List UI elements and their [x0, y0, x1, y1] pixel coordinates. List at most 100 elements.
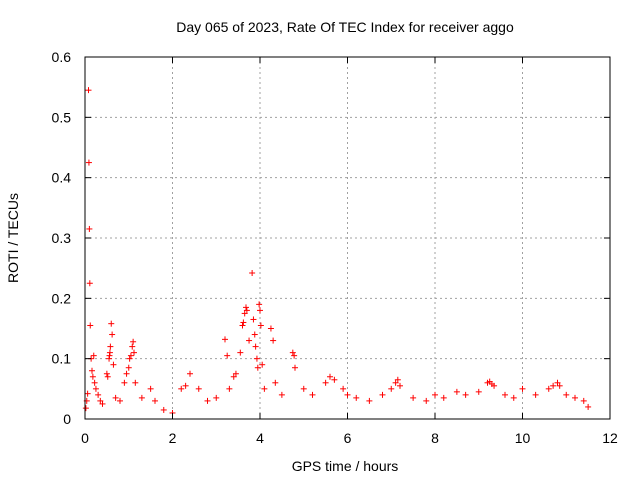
- data-point: [90, 352, 97, 359]
- axis-ticks: [84, 56, 611, 420]
- y-tick-label: 0.4: [52, 170, 72, 186]
- data-point: [251, 331, 258, 338]
- y-tick-label: 0.3: [52, 230, 72, 246]
- x-tick-label: 6: [344, 430, 352, 446]
- data-point: [291, 352, 298, 359]
- data-point: [278, 391, 285, 398]
- data-point: [585, 403, 592, 410]
- data-point: [259, 361, 266, 368]
- data-point: [125, 364, 132, 371]
- data-point: [230, 373, 237, 380]
- data-point: [257, 322, 264, 329]
- data-point: [117, 397, 123, 404]
- data-point: [237, 349, 244, 356]
- data-point: [397, 382, 403, 389]
- data-point: [394, 376, 401, 383]
- data-point: [550, 382, 557, 389]
- data-point: [257, 307, 263, 314]
- data-point: [331, 376, 338, 383]
- data-point: [106, 349, 113, 356]
- data-point: [224, 352, 231, 359]
- x-tick-label: 4: [256, 430, 264, 446]
- data-point: [462, 391, 469, 398]
- data-point: [502, 391, 508, 398]
- data-point: [178, 385, 185, 392]
- data-point: [239, 322, 246, 329]
- data-point: [249, 269, 256, 276]
- data-point: [261, 385, 268, 392]
- data-point: [86, 280, 93, 287]
- data-point: [103, 370, 110, 377]
- data-point: [545, 385, 552, 392]
- data-point: [340, 385, 347, 392]
- data-point: [147, 385, 154, 392]
- data-points: [82, 87, 592, 416]
- data-point: [131, 349, 137, 356]
- data-point: [432, 391, 438, 398]
- y-tick-label: 0.6: [52, 49, 72, 65]
- data-point: [160, 406, 167, 413]
- data-point: [243, 307, 250, 314]
- x-tick-label: 10: [515, 430, 531, 446]
- data-point: [292, 364, 298, 371]
- data-point: [182, 382, 189, 389]
- data-point: [250, 316, 257, 323]
- data-point: [270, 337, 277, 344]
- data-point: [89, 373, 96, 380]
- data-point: [272, 379, 279, 386]
- data-point: [267, 325, 274, 332]
- data-point: [246, 337, 253, 344]
- data-point: [222, 336, 228, 343]
- data-point: [109, 331, 116, 338]
- data-point: [85, 159, 92, 166]
- data-point: [123, 370, 130, 377]
- data-point: [532, 391, 539, 398]
- data-point: [253, 355, 260, 362]
- data-point: [95, 391, 102, 398]
- data-point: [491, 382, 498, 389]
- data-point: [254, 364, 261, 371]
- data-point: [108, 320, 115, 327]
- data-point: [572, 394, 578, 401]
- data-point: [327, 373, 333, 380]
- chart-title: Day 065 of 2023, Rate Of TEC Index for r…: [176, 19, 514, 35]
- data-point: [309, 391, 316, 398]
- data-point: [379, 391, 386, 398]
- y-axis-label: ROTI / TECUs: [5, 193, 21, 283]
- data-point: [392, 379, 399, 386]
- y-tick-label: 0.5: [52, 109, 72, 125]
- data-point: [519, 385, 526, 392]
- data-point: [138, 394, 145, 401]
- data-point: [129, 343, 136, 350]
- data-point: [110, 361, 117, 368]
- data-point: [300, 385, 307, 392]
- data-point: [87, 322, 94, 329]
- data-point: [132, 379, 139, 386]
- data-point: [563, 391, 570, 398]
- data-point: [475, 388, 482, 395]
- data-point: [127, 352, 134, 359]
- data-point: [252, 343, 259, 350]
- x-tick-label: 2: [169, 430, 177, 446]
- x-tick-labels: 0 2 4 6 8 10 12: [81, 430, 618, 446]
- data-point: [322, 379, 329, 386]
- data-point: [204, 397, 211, 404]
- data-point: [353, 394, 360, 401]
- data-point: [104, 373, 111, 380]
- data-point: [240, 319, 247, 326]
- data-point: [453, 388, 460, 395]
- data-point: [126, 355, 133, 362]
- data-point: [99, 400, 106, 407]
- data-point: [107, 343, 114, 350]
- grid-lines: [85, 57, 610, 419]
- y-tick-labels: 0 0.1 0.2 0.3 0.4 0.5 0.6: [52, 49, 72, 427]
- data-point: [130, 338, 137, 345]
- data-point: [232, 370, 239, 377]
- data-point: [580, 397, 587, 404]
- data-point: [121, 379, 128, 386]
- data-point: [82, 405, 89, 412]
- data-point: [366, 397, 373, 404]
- x-axis-label: GPS time / hours: [292, 458, 399, 474]
